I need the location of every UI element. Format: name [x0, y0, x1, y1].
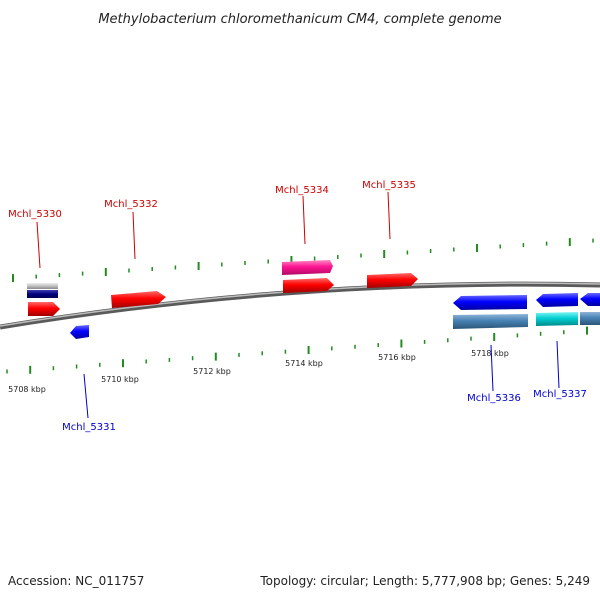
inner-tick-marks: [6, 326, 588, 374]
map-title: Methylobacterium chloromethanicum CM4, c…: [98, 12, 501, 27]
cds-arrow-5336: [453, 295, 527, 310]
gene-bar-navy: [27, 290, 58, 298]
gene-feature-5330[interactable]: [27, 283, 60, 316]
gene-feature-5335[interactable]: [367, 273, 418, 288]
outer-tick-marks: [12, 238, 594, 283]
cds-arrow-5334: [283, 278, 334, 293]
rna-bar-5334: [282, 260, 333, 275]
leader-line-5334: [302, 195, 306, 245]
cds-arrow-5335: [367, 273, 418, 288]
scale-label-5710: 5710 kbp: [101, 375, 139, 384]
gene-label-5336[interactable]: Mchl_5336: [467, 393, 521, 404]
leader-line-5336: [490, 344, 494, 392]
gene-label-5334[interactable]: Mchl_5334: [275, 185, 329, 196]
scale-label-5718: 5718 kbp: [471, 349, 509, 358]
pseudogene-bar: [27, 283, 58, 289]
cds-arrow-5332: [111, 291, 166, 308]
gene-label-5337[interactable]: Mchl_5337: [533, 389, 587, 400]
gene-feature-5332[interactable]: [111, 291, 166, 308]
leader-line-5331: [83, 373, 89, 419]
cds-arrow-offscreen: [580, 293, 600, 306]
gene-label-5332[interactable]: Mchl_5332: [104, 199, 158, 210]
cds-arrow-5331: [70, 325, 89, 339]
rna-bar-5337: [536, 312, 578, 326]
gene-label-5331[interactable]: Mchl_5331: [62, 422, 116, 433]
gene-label-5335[interactable]: Mchl_5335: [362, 180, 416, 191]
gene-bar-5336: [453, 314, 528, 329]
scale-label-5716: 5716 kbp: [378, 353, 416, 362]
gene-feature-5331[interactable]: [70, 325, 89, 339]
scale-label-5712: 5712 kbp: [193, 367, 231, 376]
gene-feature-5337[interactable]: [536, 293, 578, 326]
cds-arrow-5330: [28, 302, 60, 316]
gene-label-5330[interactable]: Mchl_5330: [8, 209, 62, 220]
accession-text: Accession: NC_011757: [8, 574, 144, 588]
gene-bar-offscreen: [580, 312, 600, 325]
leader-line-5337: [556, 340, 560, 389]
gene-feature-5334[interactable]: [282, 260, 334, 293]
cds-arrow-5337: [536, 293, 578, 307]
leader-line-5332: [132, 211, 136, 260]
gene-feature-offscreen[interactable]: [580, 293, 600, 325]
gene-feature-5336[interactable]: [453, 295, 528, 329]
leader-line-5335: [387, 191, 391, 240]
genome-summary-text: Topology: circular; Length: 5,777,908 bp…: [259, 574, 590, 588]
scale-label-5708: 5708 kbp: [8, 385, 46, 394]
leader-line-5330: [36, 221, 41, 269]
scale-label-5714: 5714 kbp: [285, 359, 323, 368]
